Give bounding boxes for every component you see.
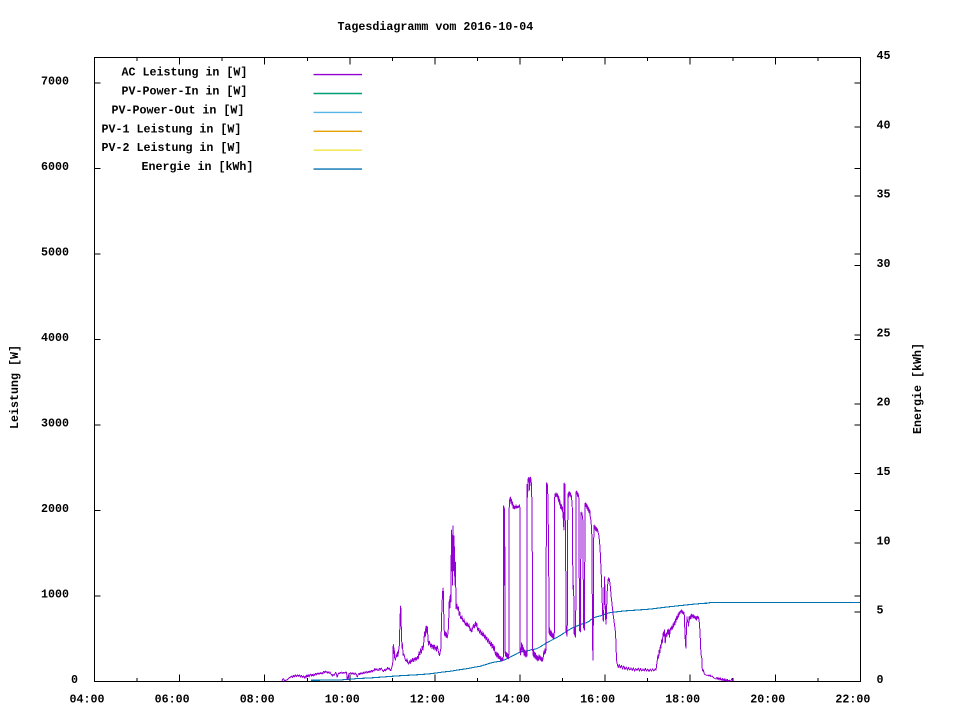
svg-text:5000: 5000 xyxy=(41,246,69,260)
svg-text:22:00: 22:00 xyxy=(835,693,870,707)
svg-text:PV-1 Leistung in [W]: PV-1 Leistung in [W] xyxy=(102,122,242,136)
svg-text:Tagesdiagramm vom 2016-10-04: Tagesdiagramm vom 2016-10-04 xyxy=(337,20,533,34)
svg-text:08:00: 08:00 xyxy=(240,693,275,707)
svg-text:PV-Power-Out in [W]: PV-Power-Out in [W] xyxy=(112,103,245,117)
svg-text:16:00: 16:00 xyxy=(580,693,615,707)
svg-text:1000: 1000 xyxy=(41,588,69,602)
svg-text:PV-2 Leistung in [W]: PV-2 Leistung in [W] xyxy=(102,141,242,155)
svg-text:40: 40 xyxy=(877,118,891,132)
svg-text:4000: 4000 xyxy=(41,331,69,345)
svg-text:06:00: 06:00 xyxy=(155,693,190,707)
svg-text:15: 15 xyxy=(877,465,891,479)
svg-text:Energie [kWh]: Energie [kWh] xyxy=(911,343,925,434)
svg-text:20: 20 xyxy=(877,396,891,410)
svg-text:25: 25 xyxy=(877,326,891,340)
svg-text:14:00: 14:00 xyxy=(495,693,530,707)
svg-text:35: 35 xyxy=(877,188,891,202)
svg-text:30: 30 xyxy=(877,257,891,271)
svg-text:Leistung [W]: Leistung [W] xyxy=(8,345,22,429)
svg-text:5: 5 xyxy=(877,604,884,618)
svg-text:0: 0 xyxy=(877,673,884,687)
svg-text:AC Leistung in [W]: AC Leistung in [W] xyxy=(122,66,248,80)
svg-text:7000: 7000 xyxy=(41,75,69,89)
svg-text:45: 45 xyxy=(877,49,891,63)
svg-text:2000: 2000 xyxy=(41,502,69,516)
svg-text:04:00: 04:00 xyxy=(70,693,105,707)
svg-text:6000: 6000 xyxy=(41,160,69,174)
svg-text:3000: 3000 xyxy=(41,417,69,431)
svg-text:10:00: 10:00 xyxy=(325,693,360,707)
svg-text:Energie in [kWh]: Energie in [kWh] xyxy=(142,160,254,174)
svg-text:PV-Power-In in [W]: PV-Power-In in [W] xyxy=(122,85,248,99)
svg-text:12:00: 12:00 xyxy=(410,693,445,707)
svg-text:18:00: 18:00 xyxy=(665,693,700,707)
svg-text:10: 10 xyxy=(877,534,891,548)
svg-text:0: 0 xyxy=(71,673,78,687)
svg-text:20:00: 20:00 xyxy=(750,693,785,707)
